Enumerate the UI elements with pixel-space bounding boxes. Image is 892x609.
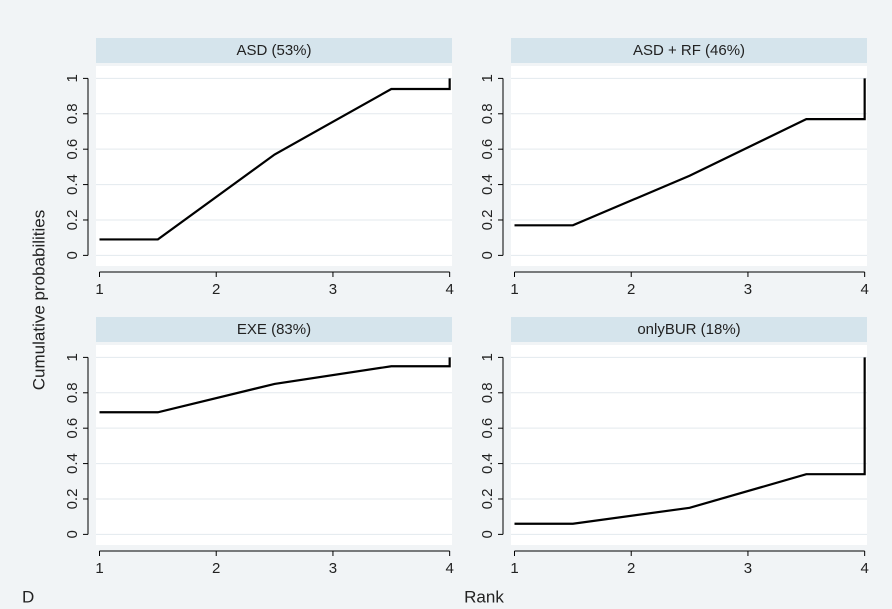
plot-area (511, 345, 867, 545)
x-tick-label: 4 (860, 560, 868, 577)
y-tick-label: 0.2 (64, 210, 81, 231)
y-tick-label: 0.8 (479, 382, 496, 403)
y-tick-label: 0 (479, 530, 496, 538)
y-tick-label: 0.8 (64, 382, 81, 403)
panel-title: onlyBUR (18%) (637, 321, 740, 338)
y-tick-label: 0.2 (479, 210, 496, 231)
x-tick-label: 4 (860, 281, 868, 298)
panel-header (511, 317, 867, 342)
x-tick-label: 2 (212, 281, 220, 298)
x-tick-label: 1 (95, 281, 103, 298)
x-tick-label: 2 (627, 560, 635, 577)
x-tick-label: 4 (445, 281, 453, 298)
panel-title: ASD (53%) (236, 42, 311, 59)
x-axis-title: Rank (464, 587, 504, 606)
y-tick-label: 0.2 (64, 489, 81, 510)
y-tick-label: 0 (479, 251, 496, 259)
plot-area (96, 345, 452, 545)
x-tick-label: 4 (445, 560, 453, 577)
y-tick-label: 0.8 (479, 103, 496, 124)
x-tick-label: 3 (744, 281, 752, 298)
y-tick-label: 0 (64, 530, 81, 538)
y-axis-title: Cumulative probabilities (29, 210, 48, 390)
x-tick-label: 3 (329, 560, 337, 577)
data-line (514, 357, 866, 525)
data-line (99, 78, 451, 241)
y-tick-label: 0.4 (479, 453, 496, 474)
y-tick-label: 0.6 (479, 139, 496, 160)
panel-label: D (22, 587, 34, 606)
y-tick-label: 0 (64, 251, 81, 259)
x-tick-label: 2 (212, 560, 220, 577)
x-tick-label: 3 (329, 281, 337, 298)
x-tick-label: 1 (510, 560, 518, 577)
y-tick-label: 1 (479, 74, 496, 82)
panel-title: ASD + RF (46%) (633, 42, 745, 59)
y-tick-label: 1 (479, 353, 496, 361)
y-tick-label: 0.2 (479, 489, 496, 510)
y-tick-label: 0.4 (479, 174, 496, 195)
panel-header (96, 317, 452, 342)
panel-header (96, 38, 452, 63)
x-tick-label: 2 (627, 281, 635, 298)
y-tick-label: 0.4 (64, 453, 81, 474)
panel-title: EXE (83%) (237, 321, 311, 338)
x-tick-label: 1 (95, 560, 103, 577)
plot-area (511, 66, 867, 266)
y-tick-label: 0.6 (64, 418, 81, 439)
y-tick-label: 0.6 (64, 139, 81, 160)
y-tick-label: 1 (64, 74, 81, 82)
y-tick-label: 1 (64, 353, 81, 361)
y-tick-label: 0.6 (479, 418, 496, 439)
y-tick-label: 0.4 (64, 174, 81, 195)
x-tick-label: 1 (510, 281, 518, 298)
plot-area (96, 66, 452, 266)
data-line (514, 78, 866, 227)
x-tick-label: 3 (744, 560, 752, 577)
panel-header (511, 38, 867, 63)
y-tick-label: 0.8 (64, 103, 81, 124)
data-line (99, 357, 451, 414)
